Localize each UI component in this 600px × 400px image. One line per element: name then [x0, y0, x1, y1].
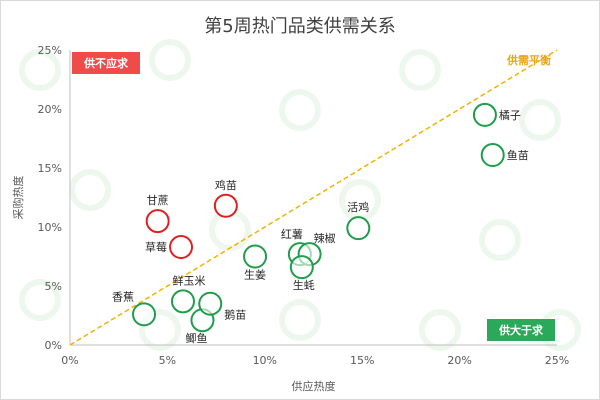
watermark-logo [419, 309, 461, 351]
balance-reference-line [69, 49, 558, 346]
x-tick-label: 0% [61, 354, 78, 367]
y-tick-label: 0% [45, 339, 62, 352]
watermark-logo [19, 49, 61, 91]
data-point-label: 生姜 [244, 268, 266, 282]
watermark-logo [139, 309, 181, 351]
watermark-logo [479, 219, 521, 261]
watermark-logo [279, 299, 321, 341]
watermark-logo [149, 39, 191, 81]
x-tick-label: 5% [159, 354, 176, 367]
data-point-marker [472, 102, 497, 127]
data-point-marker [213, 193, 238, 218]
watermark-logo [399, 49, 441, 91]
x-tick-label: 20% [447, 354, 471, 367]
y-tick-label: 20% [38, 103, 62, 116]
data-point-label: 橘子 [499, 109, 521, 122]
data-point-marker [289, 255, 314, 280]
supply-short-badge-label: 供不应求 [83, 56, 129, 70]
y-tick-label: 5% [45, 280, 62, 293]
watermark-logo [19, 279, 61, 321]
data-point-marker [198, 291, 223, 316]
data-point-label: 甘蔗 [147, 194, 169, 207]
x-tick-label: 10% [253, 354, 277, 367]
y-tick-label: 15% [38, 162, 62, 175]
data-point-marker [132, 302, 157, 327]
y-tick-label: 10% [38, 221, 62, 234]
x-tick-labels: 0% 5% 10% 15% 20% 25% [61, 354, 569, 367]
data-point-marker [169, 235, 194, 260]
data-point-label: 鲜玉米 [172, 273, 205, 287]
watermark-logo [209, 209, 251, 251]
data-point-label: 鱼苗 [507, 148, 529, 162]
data-point-label: 红薯 [281, 228, 303, 241]
data-point-marker [346, 216, 371, 241]
data-point-label: 活鸡 [347, 200, 369, 214]
watermark-layer [19, 39, 581, 351]
x-tick-label: 15% [350, 354, 374, 367]
data-point-marker [170, 289, 195, 314]
y-axis-title: 采购热度 [11, 176, 25, 220]
watermark-logo [279, 89, 321, 131]
data-point-label: 鹅苗 [224, 308, 246, 322]
data-point-label: 鲫鱼 [185, 331, 207, 345]
data-point-label: 辣椒 [314, 231, 336, 245]
data-point-label: 生蚝 [293, 278, 315, 292]
supply-short-badge [72, 52, 140, 74]
watermark-logo [69, 169, 111, 211]
supply-surplus-badge [487, 319, 555, 341]
balance-reference-label: 供需平衡 [506, 53, 551, 67]
x-axis-title: 供应热度 [292, 379, 336, 393]
data-point-label: 草莓 [145, 241, 167, 254]
data-point-marker [145, 209, 170, 234]
x-tick-label: 25% [545, 354, 569, 367]
chart-title: 第5周热门品类供需关系 [204, 16, 396, 37]
y-tick-labels: 0% 5% 10% 15% 20% 25% [38, 44, 62, 352]
data-point-label: 鸡苗 [215, 178, 237, 192]
supply-surplus-badge-label: 供大于求 [498, 323, 544, 337]
watermark-logo [519, 99, 561, 141]
y-tick-label: 25% [38, 44, 62, 57]
data-point-marker [480, 143, 505, 168]
data-point-label: 香蕉 [112, 290, 134, 303]
data-point-marker [243, 244, 268, 269]
